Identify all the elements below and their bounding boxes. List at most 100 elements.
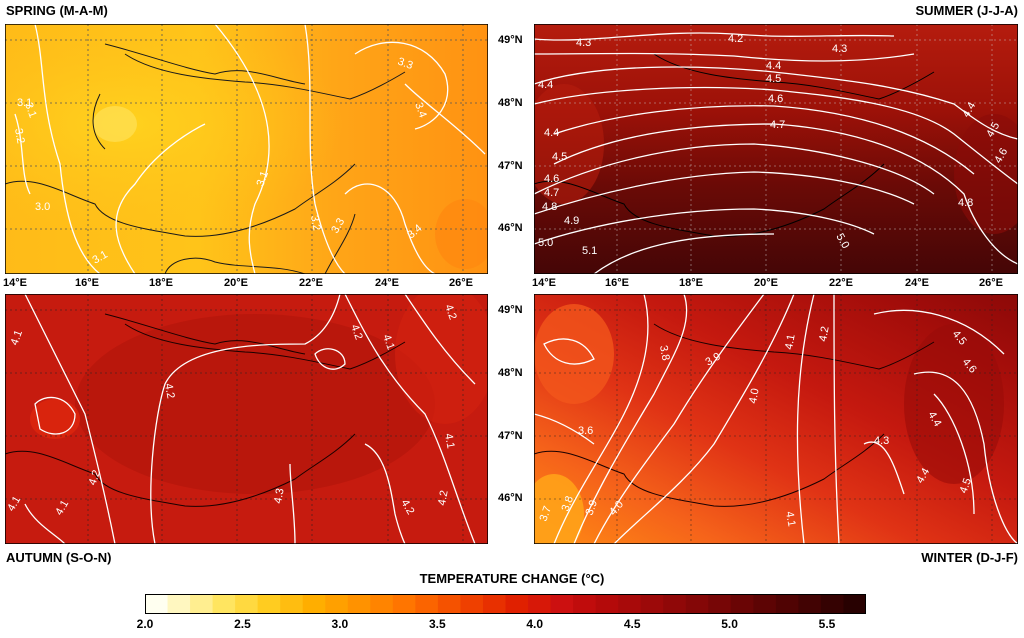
lon-tick-right-3: 20°E — [754, 277, 778, 289]
colorbar-border — [145, 594, 866, 614]
winter-contour-label: 4.5 — [958, 477, 975, 495]
autumn-title: AUTUMN (S-O-N) — [6, 550, 112, 565]
summer-contour-label: 4.5 — [766, 73, 781, 85]
colorbar-swatch — [392, 594, 416, 614]
colorbar-swatch — [595, 594, 619, 614]
summer-contour-label: 4.7 — [544, 187, 559, 199]
lat-tick-bottom-1: 48°N — [498, 367, 523, 379]
autumn-contour-label: 4.2 — [162, 382, 176, 399]
colorbar-tick-label: 3.5 — [428, 617, 446, 631]
summer-map-panel: 4.3 4.2 4.3 4.4 4.5 4.4 4.6 4.7 4.4 4.5 … — [534, 24, 1018, 274]
winter-contour-label: 3.9 — [584, 499, 601, 517]
lon-tick-left-5: 24°E — [375, 277, 399, 289]
colorbar-swatch — [167, 594, 191, 614]
colorbar-swatch — [257, 594, 281, 614]
summer-contour-label: 4.9 — [564, 215, 579, 227]
summer-contour-label: 4.4 — [544, 127, 559, 139]
spring-contour-label: 3.0 — [35, 201, 50, 213]
summer-contour-label: 4.4 — [766, 60, 781, 72]
colorbar-swatch — [370, 594, 394, 614]
autumn-contour-label: 4.2 — [442, 303, 459, 321]
colorbar-swatch — [820, 594, 845, 614]
winter-contour-label: 4.1 — [783, 510, 797, 527]
winter-contour-label: 4.0 — [747, 387, 761, 404]
spring-contour-label: 3.2 — [12, 127, 26, 144]
summer-contour-label: 4.6 — [768, 93, 783, 105]
spring-title: SPRING (M-A-M) — [6, 3, 108, 18]
colorbar-tick-label: 5.0 — [721, 617, 738, 631]
lon-tick-left-3: 20°E — [224, 277, 248, 289]
winter-contour-label: 3.8 — [560, 495, 577, 513]
colorbar-tick-label: 3.0 — [331, 617, 349, 631]
summer-contour-label: 4.3 — [832, 43, 847, 55]
colorbar-swatch — [730, 594, 754, 614]
lon-tick-left-1: 16°E — [75, 277, 99, 289]
lon-tick-left-4: 22°E — [299, 277, 323, 289]
colorbar-swatch — [212, 594, 236, 614]
summer-contour-label: 4.8 — [542, 201, 557, 213]
autumn-contour-label: 4.1 — [9, 329, 26, 347]
summer-contour-label: 5.0 — [538, 237, 553, 249]
spring-map-panel: 3.1 3.2 3.1 3.0 3.1 3.2 3.3 3.4 3.3 3.4 … — [5, 24, 488, 274]
colorbar-title: TEMPERATURE CHANGE (°C) — [419, 571, 605, 586]
winter-contour-label: 3.7 — [538, 505, 555, 523]
colorbar-swatch — [663, 594, 687, 614]
autumn-contour-label: 4.1 — [380, 333, 397, 351]
lat-tick-bottom-2: 47°N — [498, 430, 523, 442]
colorbar-tick-label: 4.5 — [623, 617, 641, 631]
winter-contour-label: 4.1 — [783, 333, 797, 350]
summer-contour-label: 4.2 — [728, 33, 743, 45]
colorbar-tick-label: 4.0 — [526, 617, 544, 631]
autumn-contour-label: 4.2 — [436, 489, 450, 506]
colorbar-swatch — [460, 594, 484, 614]
colorbar-swatch — [573, 594, 597, 614]
colorbar-swatch — [843, 594, 866, 614]
summer-contour-label: 4.8 — [958, 197, 973, 209]
winter-map-panel: 3.8 3.9 4.0 4.1 4.2 4.5 4.6 4.3 4.4 4.4 … — [534, 294, 1018, 544]
lat-tick-bottom-3: 46°N — [498, 492, 523, 504]
colorbar-swatch — [708, 594, 732, 614]
summer-title: SUMMER (J-J-A) — [915, 3, 1018, 18]
colorbar-swatch — [685, 594, 709, 614]
winter-title: WINTER (D-J-F) — [921, 550, 1018, 565]
spring-contour-label: 3.1 — [17, 97, 32, 109]
colorbar-swatch — [640, 594, 664, 614]
spring-contour-label: 3.1 — [22, 101, 39, 119]
summer-contour-label: 4.7 — [770, 119, 785, 131]
colorbar-swatch — [482, 594, 507, 614]
autumn-contour-label: 4.1 — [442, 432, 456, 449]
colorbar-swatch — [280, 594, 304, 614]
spring-contour-label: 3.1 — [255, 170, 272, 188]
autumn-contour-label: 4.2 — [87, 469, 104, 487]
colorbar-swatch — [437, 594, 462, 614]
summer-contour-label: 4.4 — [538, 79, 553, 91]
lat-tick-top-3: 46°N — [498, 222, 523, 234]
lon-tick-left-2: 18°E — [149, 277, 173, 289]
spring-contour-label: 3.2 — [308, 214, 322, 231]
autumn-contour-label: 4.3 — [272, 487, 286, 504]
colorbar-swatch — [618, 594, 642, 614]
lat-tick-top-1: 48°N — [498, 97, 523, 109]
summer-contour-label: 4.3 — [576, 37, 591, 49]
colorbar-swatch — [775, 594, 800, 614]
colorbar-tick-label: 5.5 — [818, 617, 836, 631]
colorbar-swatch — [190, 594, 214, 614]
lon-tick-left-6: 26°E — [449, 277, 473, 289]
colorbar-swatch — [302, 594, 326, 614]
lon-tick-right-6: 26°E — [979, 277, 1003, 289]
summer-contour-label: 4.5 — [552, 151, 567, 163]
summer-contour-label: 5.1 — [582, 245, 597, 257]
colorbar-swatch — [550, 594, 574, 614]
colorbar-swatch — [235, 594, 259, 614]
autumn-map-panel: 4.1 4.2 4.2 4.1 4.2 4.1 4.2 4.1 4.1 4.3 … — [5, 294, 488, 544]
colorbar-swatch — [798, 594, 822, 614]
winter-contour-label: 3.6 — [578, 425, 593, 437]
colorbar — [145, 594, 866, 614]
winter-contour-label: 3.8 — [657, 344, 671, 361]
colorbar-swatch — [145, 594, 169, 614]
colorbar-tick-labels: 2.0 2.5 3.0 3.5 4.0 4.5 5.0 5.5 — [137, 617, 866, 635]
lat-tick-bottom-0: 49°N — [498, 304, 523, 316]
colorbar-swatch — [528, 594, 552, 614]
colorbar-swatch — [325, 594, 349, 614]
winter-contour-label: 4.3 — [874, 435, 889, 447]
